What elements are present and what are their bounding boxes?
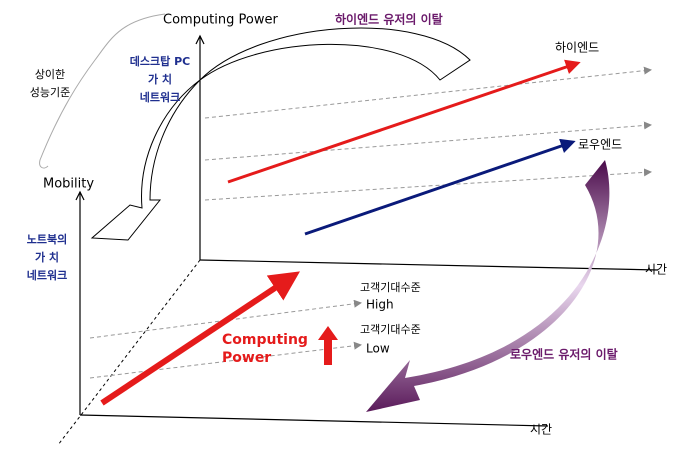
guide bbox=[204, 168, 652, 201]
guide bbox=[204, 66, 652, 119]
standard-line: 상이한 bbox=[35, 68, 65, 81]
low-end-churn-arrow bbox=[366, 160, 610, 412]
expect-label: 고객기대수준 bbox=[360, 323, 421, 336]
notebook-line: 노트북의 bbox=[27, 232, 67, 246]
time-label: 시간 bbox=[645, 263, 667, 277]
lower-x-axis bbox=[79, 414, 549, 427]
expect-level: High bbox=[366, 298, 394, 312]
brace bbox=[39, 13, 166, 169]
notebook-line: 가 치 bbox=[35, 250, 59, 264]
up-arrow bbox=[318, 326, 338, 365]
depth-axis bbox=[57, 259, 201, 446]
mobility-label: Mobility bbox=[43, 177, 94, 192]
high-end-churn: 하이엔드 유저의 이탈 bbox=[335, 12, 443, 27]
desktop-line: 데스크탑 PC bbox=[130, 54, 190, 68]
notebook-power-line bbox=[100, 271, 300, 406]
upper-x-axis bbox=[199, 259, 659, 271]
high-end-label: 하이엔드 bbox=[555, 41, 599, 55]
power-line: Computing bbox=[222, 332, 308, 348]
desktop-line: 네트워크 bbox=[140, 90, 180, 104]
guide bbox=[204, 121, 652, 161]
low-end-label: 로우엔드 bbox=[578, 138, 622, 152]
expect-label: 고객기대수준 bbox=[360, 281, 421, 294]
axis-arrow bbox=[75, 190, 85, 201]
high-end-line bbox=[227, 59, 581, 184]
title: Computing Power bbox=[163, 13, 278, 28]
standard-line: 성능기준 bbox=[30, 86, 70, 99]
low-end-line bbox=[304, 138, 576, 236]
power-line: Power bbox=[222, 350, 271, 366]
low-end-churn: 로우엔드 유저의 이탈 bbox=[510, 347, 618, 362]
desktop-line: 가 치 bbox=[148, 72, 172, 86]
time-label: 시간 bbox=[530, 423, 552, 437]
expect-level: Low bbox=[366, 342, 390, 356]
churn-arrow bbox=[90, 27, 471, 241]
guide bbox=[89, 341, 362, 379]
axis-arrow bbox=[195, 34, 205, 45]
notebook-line: 네트워크 bbox=[27, 268, 67, 282]
